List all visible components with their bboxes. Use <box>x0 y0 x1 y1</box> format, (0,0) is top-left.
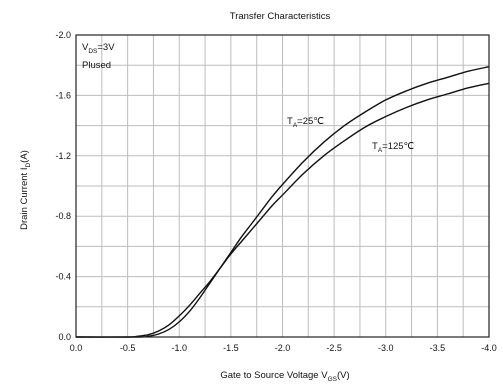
condition-vds: VDS=3V <box>82 42 115 55</box>
y-tick-label: 0.0 <box>58 332 71 342</box>
x-tick-label: -1.5 <box>223 343 239 353</box>
chart-title: Transfer Characteristics <box>230 11 331 22</box>
x-tick-label: -3.5 <box>430 343 446 353</box>
x-tick-label: -2.0 <box>275 343 291 353</box>
y-tick-label: -0.8 <box>55 211 71 221</box>
y-tick-label: -2.0 <box>55 30 71 40</box>
plot-frame <box>75 34 490 338</box>
condition-pulsed: Plused <box>82 60 111 71</box>
curves <box>75 66 490 338</box>
tick-labels: 0.0 -0.5 -1.0 -1.5 -2.0 -2.5 -3.0 -3.5 -4.0 0.0 -0… <box>55 30 496 353</box>
x-tick-label: 0.0 <box>70 343 83 353</box>
series-line <box>75 82 490 338</box>
test-conditions: VDS=3V Plused <box>82 42 115 71</box>
y-tick-label: -1.2 <box>55 151 71 161</box>
x-axis-label: Gate to Source Voltage VGS(V) <box>220 370 349 383</box>
y-tick-label: -0.4 <box>55 272 71 282</box>
x-tick-label: -4.0 <box>481 343 497 353</box>
series-label-25c: TA=25℃ <box>287 116 324 129</box>
x-tick-label: -0.5 <box>120 343 136 353</box>
grid <box>76 35 489 337</box>
y-tick-label: -1.6 <box>55 90 71 100</box>
series-line <box>75 66 490 338</box>
y-axis-label: Drain Current ID(A) <box>19 150 32 230</box>
x-tick-label: -3.0 <box>378 343 394 353</box>
x-tick-label: -1.0 <box>171 343 187 353</box>
series-label-125c: TA=125℃ <box>372 141 415 154</box>
series-labels: TA=25℃ TA=125℃ <box>287 116 415 154</box>
x-tick-label: -2.5 <box>326 343 342 353</box>
